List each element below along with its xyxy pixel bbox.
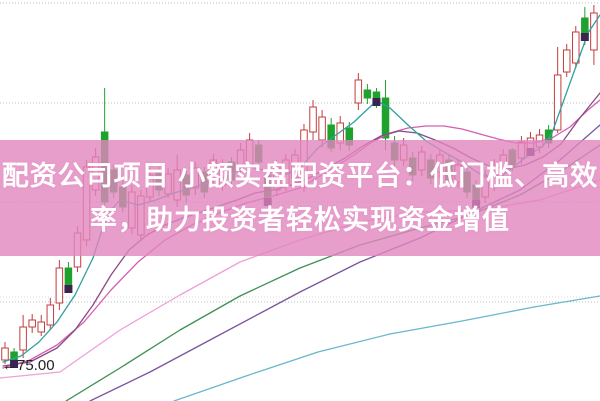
price-annotation: ←75.00 xyxy=(2,357,55,374)
trade-marker xyxy=(64,285,73,293)
trade-marker xyxy=(372,98,381,106)
promo-banner-line-1: 配资公司项目 小额实盘配资平台：低门槛、高效 xyxy=(1,161,599,191)
trade-marker xyxy=(580,33,589,41)
promo-banner-line-2: 率，助力投资者轻松实现资金增值 xyxy=(90,205,510,235)
promo-banner: 配资公司项目 小额实盘配资平台：低门槛、高效 率，助力投资者轻松实现资金增值 xyxy=(0,140,600,256)
ma-light-blue xyxy=(173,295,600,401)
trade-marker xyxy=(10,360,19,368)
